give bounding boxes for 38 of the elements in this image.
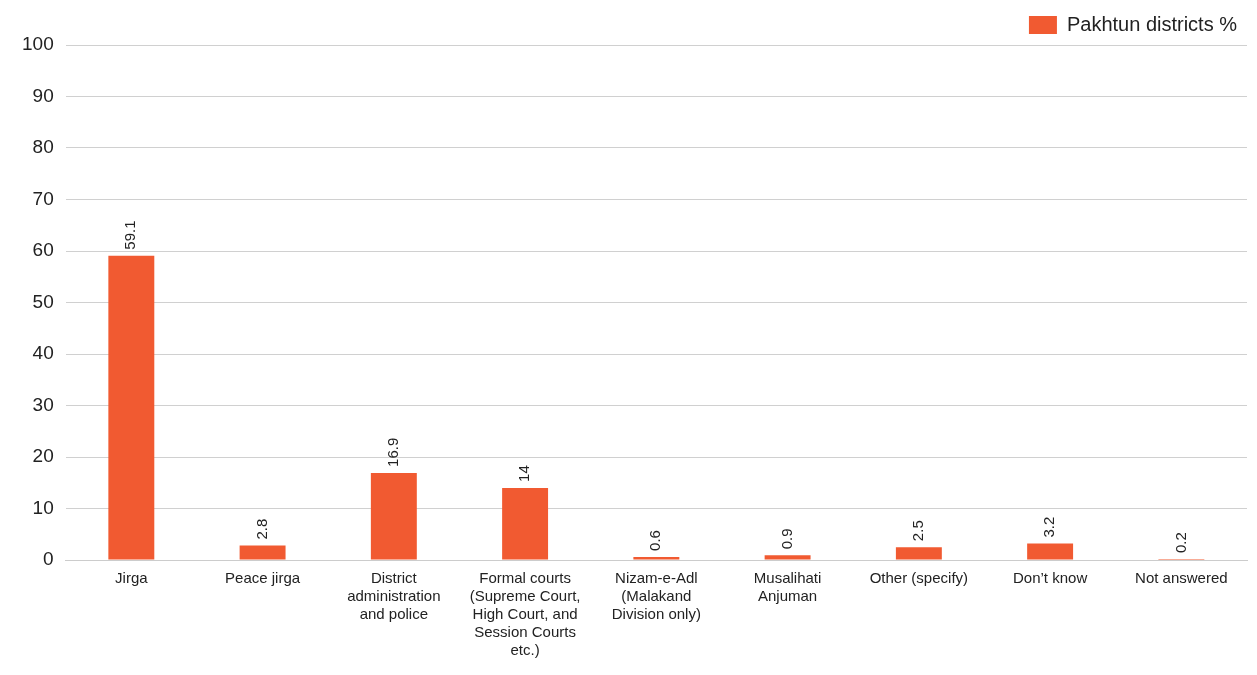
- x-tick-label: Peace jirga: [225, 569, 301, 587]
- data-label: 14: [515, 465, 533, 482]
- y-tick-label: 50: [32, 290, 54, 312]
- bar: [370, 472, 417, 560]
- bar: [764, 555, 811, 560]
- x-tick-label: Nizam-e-Adl (Malakand Division only): [611, 569, 701, 623]
- data-label: 3.2: [1040, 516, 1058, 538]
- x-tick-label: Jirga: [115, 569, 149, 587]
- bar: [239, 545, 286, 560]
- bar: [895, 547, 942, 560]
- x-tick-label: Formal courts (Supreme Court, High Court, and Session Courts etc.): [469, 569, 581, 659]
- data-label: 59.1: [121, 220, 139, 250]
- data-label: 16.9: [383, 437, 401, 467]
- y-tick-label: 0: [43, 548, 54, 570]
- data-label: 0.2: [1171, 532, 1189, 553]
- data-label: 2.8: [252, 518, 270, 540]
- y-tick-label: 70: [32, 187, 54, 209]
- y-tick-label: 40: [32, 342, 54, 364]
- x-tick-label: Other (specify): [869, 569, 969, 587]
- x-tick-label: Musalihati Anjuman: [753, 569, 822, 605]
- x-tick-label: Not answered: [1135, 569, 1228, 587]
- legend-label: Pakhtun districts %: [1066, 12, 1238, 35]
- y-tick-label: 10: [32, 496, 54, 518]
- y-tick-label: 100: [22, 33, 54, 55]
- x-tick-label: Don’t know: [1013, 569, 1088, 587]
- y-tick-label: 60: [32, 239, 54, 261]
- y-tick-label: 90: [32, 84, 54, 106]
- y-tick-label: 20: [32, 445, 54, 467]
- bar: [1027, 543, 1074, 560]
- y-tick-label: 30: [32, 393, 54, 415]
- bar: [633, 556, 680, 560]
- data-label: 2.5: [909, 520, 926, 542]
- bar: [502, 487, 549, 560]
- bar: [108, 255, 155, 560]
- data-label: 0.6: [646, 530, 664, 551]
- data-label: 0.9: [777, 528, 795, 550]
- x-tick-label: District administration and police: [347, 569, 441, 623]
- y-tick-label: 80: [32, 136, 54, 158]
